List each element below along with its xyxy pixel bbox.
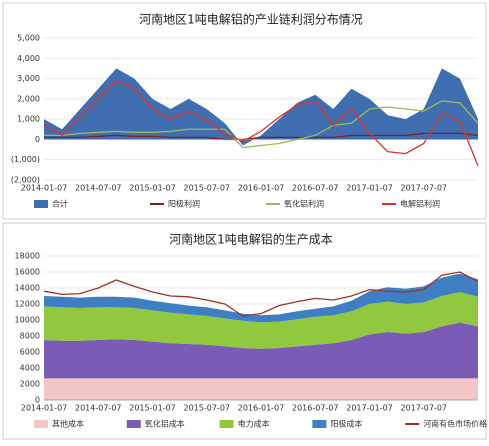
line — [44, 132, 479, 141]
chart-title: 河南地区1吨电解铝的生产成本 — [169, 232, 333, 247]
legend-swatch — [312, 420, 327, 428]
chart-title: 河南地区1吨电解铝的产业链利润分布情况 — [139, 12, 363, 27]
line — [43, 271, 479, 317]
x-tick-label: 2016-07-07 — [292, 404, 339, 413]
x-tick-label: 2015-01-07 — [129, 184, 176, 193]
x-tick-label: 2017-07-07 — [401, 184, 448, 193]
x-tick-label: 2015-01-07 — [129, 404, 176, 413]
x-tick-label: 2014-01-07 — [21, 404, 68, 413]
area — [44, 292, 478, 349]
legend-label: 电解铝利润 — [400, 199, 440, 209]
x-tick-label: 2015-07-07 — [184, 404, 231, 413]
x-tick-label: 2017-01-07 — [346, 184, 393, 193]
legend-label: 合计 — [52, 199, 68, 209]
y-tick-label: (1,000) — [11, 155, 40, 164]
area — [44, 68, 478, 146]
y-tick-label: 3,000 — [17, 74, 40, 83]
legend-swatch — [219, 420, 234, 428]
line — [44, 100, 479, 149]
y-tick-label: 12000 — [15, 300, 40, 309]
legend-label: 其他成本 — [52, 419, 84, 429]
x-tick-label: 2014-01-07 — [21, 184, 68, 193]
y-tick-label: 0 — [35, 396, 40, 405]
y-tick-label: 5,000 — [17, 34, 40, 43]
legend-swatch — [34, 200, 48, 208]
y-tick-label: 0 — [35, 135, 40, 144]
legend-label: 电力成本 — [238, 419, 270, 429]
legend-label: 氧化铝利润 — [284, 199, 324, 209]
y-tick-label: 18000 — [15, 252, 40, 261]
legend-label: 河南有色市场价格 — [423, 419, 487, 429]
legend-swatch — [34, 420, 48, 428]
area — [44, 322, 478, 379]
x-tick-label: 2016-07-07 — [292, 184, 339, 193]
legend-label: 阳极利润 — [168, 199, 200, 209]
area — [44, 273, 478, 323]
y-tick-label: 4000 — [20, 364, 40, 373]
area — [44, 378, 478, 400]
y-tick-label: 6000 — [20, 348, 40, 357]
y-tick-label: 2000 — [20, 380, 40, 389]
x-tick-label: 2017-07-07 — [401, 404, 448, 413]
y-tick-label: 2,000 — [17, 94, 40, 103]
x-tick-label: 2014-07-07 — [75, 184, 122, 193]
x-tick-label: 2016-01-07 — [238, 184, 285, 193]
x-tick-label: 2014-07-07 — [75, 404, 122, 413]
legend-label: 阳极成本 — [330, 419, 362, 429]
line — [43, 79, 479, 167]
legend-swatch — [126, 420, 141, 428]
y-tick-label: 16000 — [15, 268, 40, 277]
legend-label: 氧化铝成本 — [145, 419, 185, 429]
y-tick-label: 4,000 — [17, 54, 40, 63]
y-tick-label: 1,000 — [17, 115, 40, 124]
x-tick-label: 2015-07-07 — [184, 184, 231, 193]
y-tick-label: 8000 — [20, 332, 40, 341]
y-tick-label: (2,000) — [11, 176, 40, 185]
x-tick-label: 2017-01-07 — [346, 404, 393, 413]
x-tick-label: 2016-01-07 — [238, 404, 285, 413]
y-tick-label: 10000 — [15, 316, 40, 325]
y-tick-label: 14000 — [15, 284, 40, 293]
